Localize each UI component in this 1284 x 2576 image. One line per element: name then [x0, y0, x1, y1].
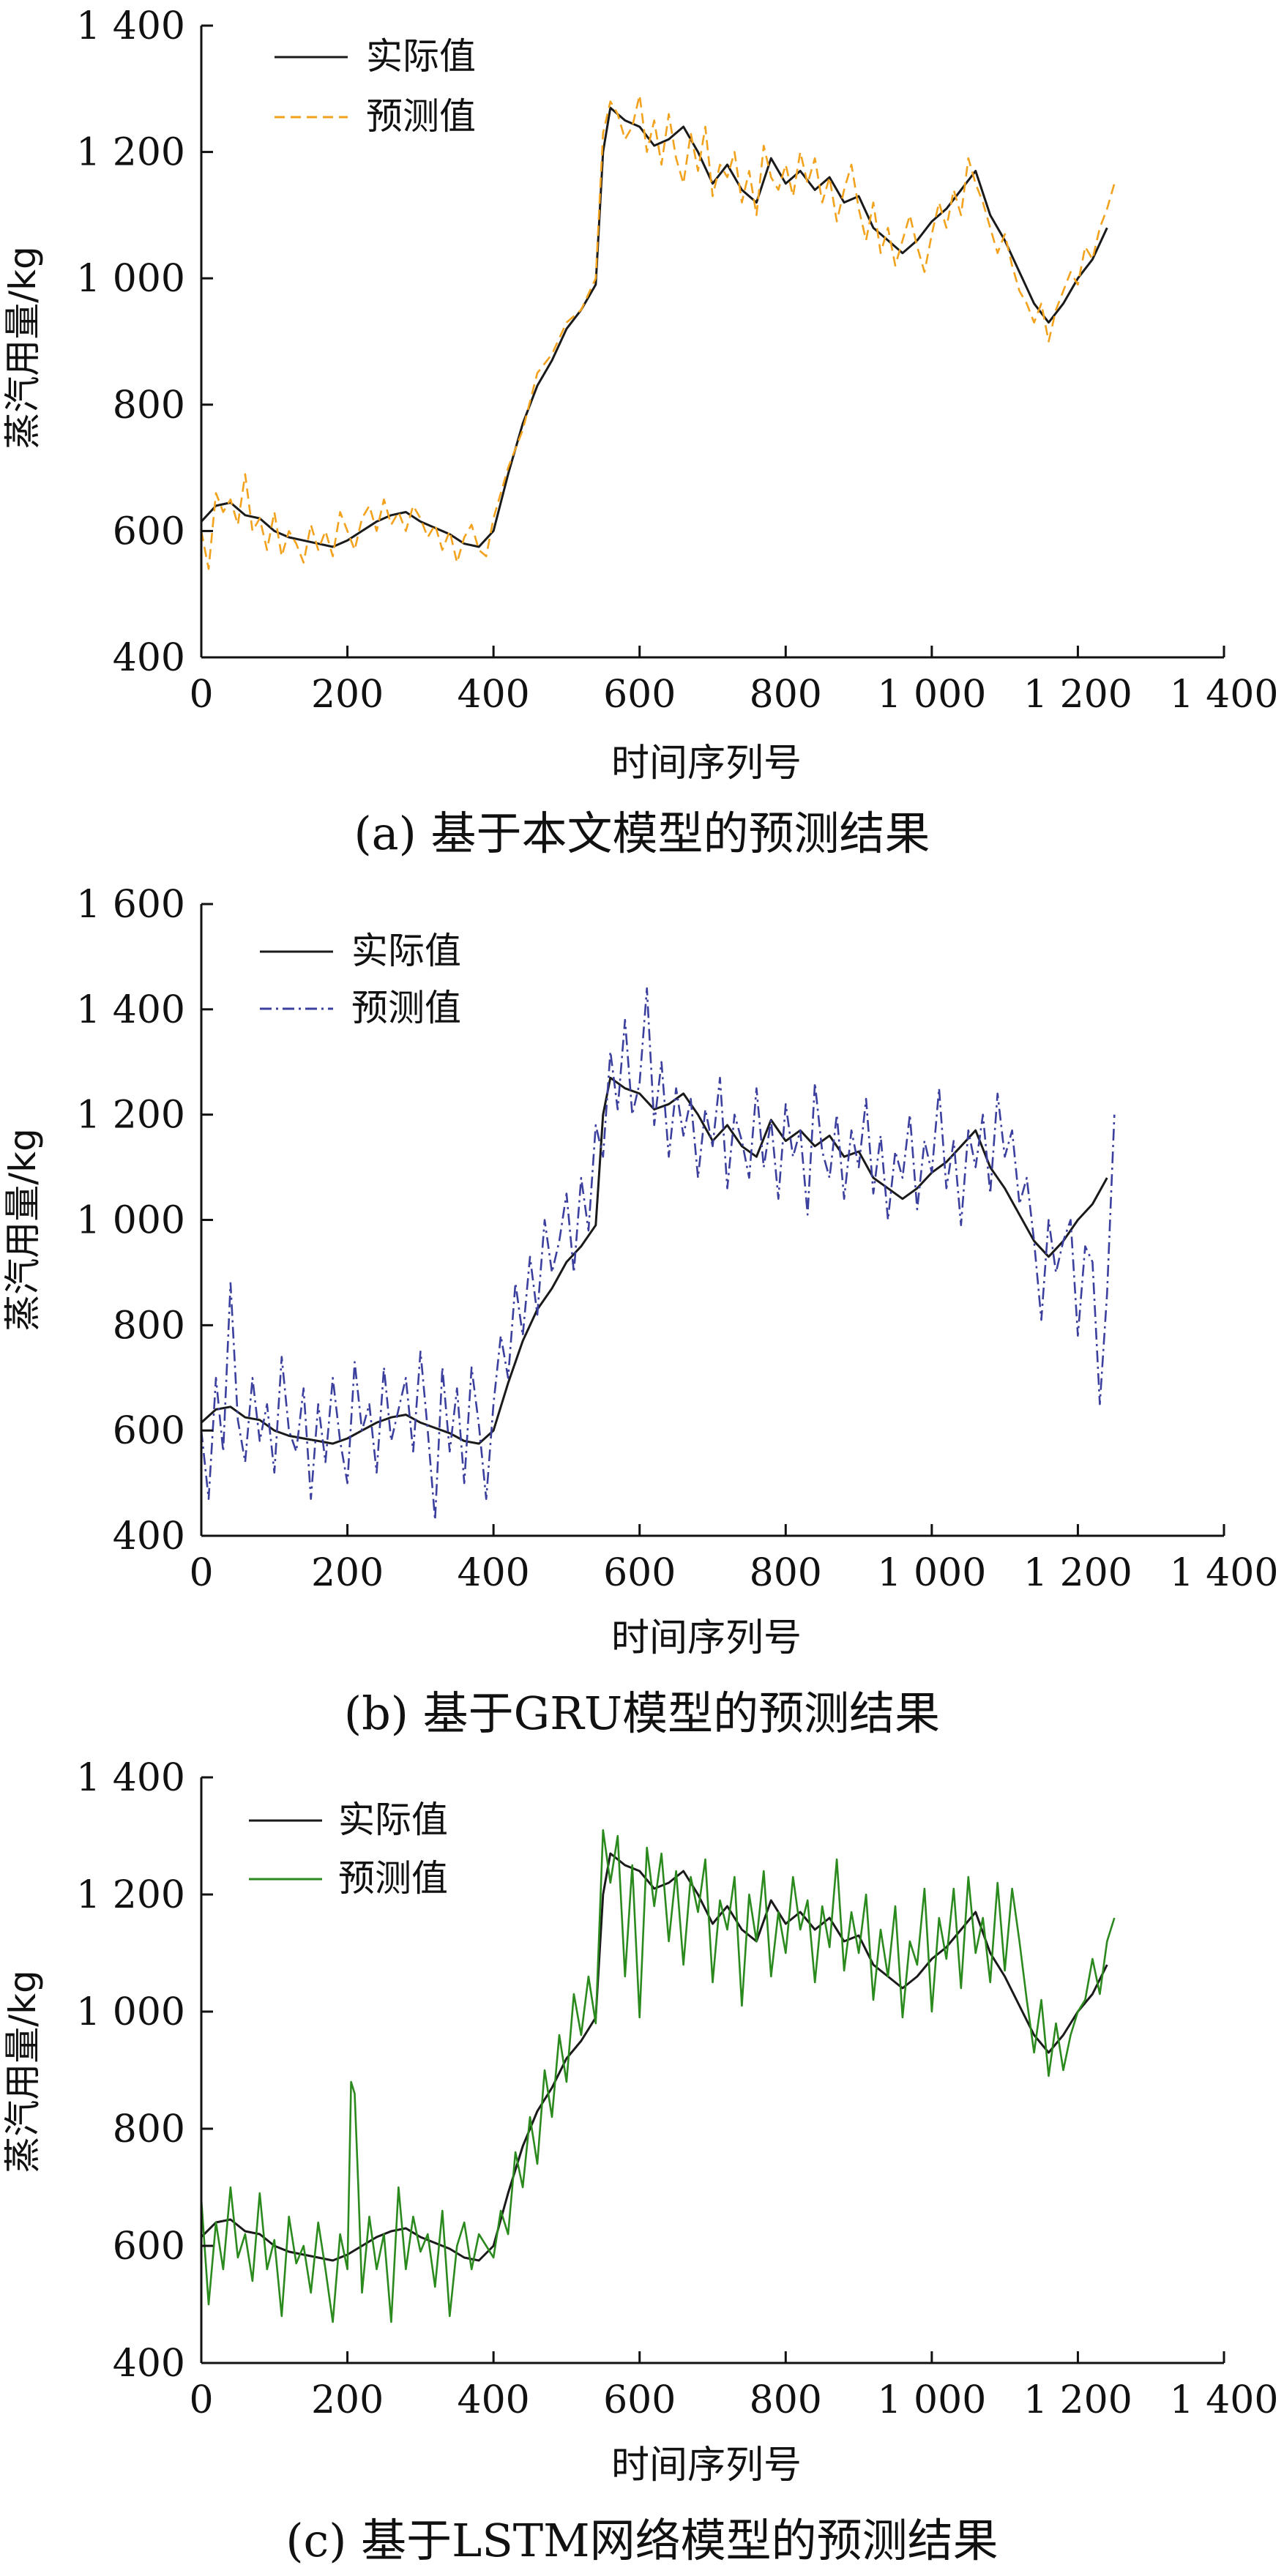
legend: 实际值 预测值 — [260, 930, 461, 1029]
series-layer — [200, 1829, 1116, 2323]
y-tick-label: 400 — [113, 2342, 185, 2386]
series-line-predicted — [200, 987, 1116, 1521]
x-tick-label: 0 — [189, 1551, 213, 1595]
x-axis-label: 时间序列号 — [611, 1616, 802, 1660]
y-tick-label: 1 000 — [76, 1990, 185, 2034]
x-tick-label: 1 400 — [1170, 673, 1279, 717]
y-tick-label: 1 400 — [76, 1756, 185, 1800]
legend-label-actual: 实际值 — [351, 930, 461, 972]
x-tick-label: 200 — [311, 1551, 384, 1595]
x-axis-label: 时间序列号 — [611, 2444, 802, 2487]
y-tick-label: 600 — [113, 2225, 185, 2269]
x-tick-label: 800 — [750, 1551, 822, 1595]
chart-panel-b: 400 600 800 1 000 1 200 1 400 1 600 0 200 400 600… — [1, 883, 1278, 1660]
series-layer — [200, 987, 1116, 1521]
x-tick-label: 1 200 — [1023, 2378, 1132, 2422]
caption-c: (c) 基于LSTM网络模型的预测结果 — [285, 2514, 999, 2567]
y-tick-label: 1 200 — [76, 1873, 185, 1917]
x-tick-label: 400 — [458, 1551, 530, 1595]
series-line-actual — [200, 1076, 1108, 1445]
x-tick-label: 1 200 — [1023, 1551, 1132, 1595]
axes — [200, 903, 1225, 1537]
legend-label-predicted: 预测值 — [351, 987, 461, 1029]
x-tick-labels: 0 200 400 600 800 1 000 1 200 1 400 — [189, 2378, 1278, 2422]
x-tick-label: 1 000 — [877, 1551, 986, 1595]
x-tick-label: 600 — [603, 1551, 676, 1595]
y-tick-label: 1 000 — [76, 257, 185, 301]
legend-label-actual: 实际值 — [366, 35, 476, 78]
y-tick-label: 400 — [113, 1515, 185, 1558]
caption-b: (b) 基于GRU模型的预测结果 — [343, 1687, 941, 1740]
x-tick-label: 1 400 — [1170, 2378, 1279, 2422]
axes — [200, 1776, 1225, 2364]
caption-a: (a) 基于本文模型的预测结果 — [354, 807, 930, 860]
y-tick-label: 1 400 — [76, 4, 185, 48]
x-tick-label: 600 — [603, 673, 676, 717]
y-tick-labels: 400 600 800 1 000 1 200 1 400 — [76, 4, 185, 680]
x-tick-label: 0 — [189, 2378, 213, 2422]
x-tick-labels: 0 200 400 600 800 1 000 1 200 1 400 — [189, 1551, 1278, 1595]
x-tick-label: 800 — [750, 2378, 822, 2422]
y-tick-label: 1 000 — [76, 1199, 185, 1243]
x-tick-label: 1 000 — [877, 673, 986, 717]
x-tick-label: 0 — [189, 673, 213, 717]
y-tick-label: 1 400 — [76, 988, 185, 1032]
legend: 实际值 预测值 — [275, 35, 476, 138]
series-layer — [200, 94, 1116, 570]
y-tick-labels: 400 600 800 1 000 1 200 1 400 — [76, 1756, 185, 2386]
y-tick-label: 1 200 — [76, 131, 185, 175]
y-tick-label: 1 200 — [76, 1094, 185, 1138]
series-line-predicted — [200, 1829, 1116, 2323]
x-tick-label: 400 — [458, 2378, 530, 2422]
axes — [200, 24, 1225, 659]
y-axis-label: 蒸汽用量/kg — [1, 1970, 44, 2173]
y-tick-label: 600 — [113, 1409, 185, 1453]
x-axis-label: 时间序列号 — [611, 742, 802, 785]
x-tick-label: 1 200 — [1023, 673, 1132, 717]
y-tick-label: 800 — [113, 384, 185, 428]
y-axis-label: 蒸汽用量/kg — [1, 246, 44, 449]
legend-label-predicted: 预测值 — [366, 95, 476, 138]
series-line-predicted — [200, 94, 1116, 570]
x-tick-label: 800 — [750, 673, 822, 717]
x-tick-label: 400 — [458, 673, 530, 717]
y-tick-label: 1 600 — [76, 883, 185, 927]
x-tick-label: 200 — [311, 2378, 384, 2422]
x-tick-label: 1 000 — [877, 2378, 986, 2422]
y-tick-label: 400 — [113, 636, 185, 680]
x-tick-labels: 0 200 400 600 800 1 000 1 200 1 400 — [189, 673, 1278, 717]
chart-panel-c: 400 600 800 1 000 1 200 1 400 0 200 400 600 800 1 … — [1, 1756, 1278, 2487]
x-tick-label: 200 — [311, 673, 384, 717]
x-tick-label: 1 400 — [1170, 1551, 1279, 1595]
y-tick-label: 800 — [113, 1304, 185, 1348]
y-tick-label: 600 — [113, 509, 185, 553]
x-tick-label: 600 — [603, 2378, 676, 2422]
series-line-actual — [200, 1852, 1108, 2262]
y-tick-label: 800 — [113, 2108, 185, 2151]
legend: 实际值 预测值 — [249, 1799, 448, 1900]
legend-label-predicted: 预测值 — [338, 1857, 448, 1900]
y-tick-labels: 400 600 800 1 000 1 200 1 400 1 600 — [76, 883, 185, 1558]
chart-panel-a: 400 600 800 1 000 1 200 1 400 0 200 400 600 800 1 … — [1, 4, 1278, 785]
legend-label-actual: 实际值 — [338, 1799, 448, 1841]
series-line-actual — [200, 106, 1108, 548]
y-axis-label: 蒸汽用量/kg — [1, 1128, 44, 1332]
